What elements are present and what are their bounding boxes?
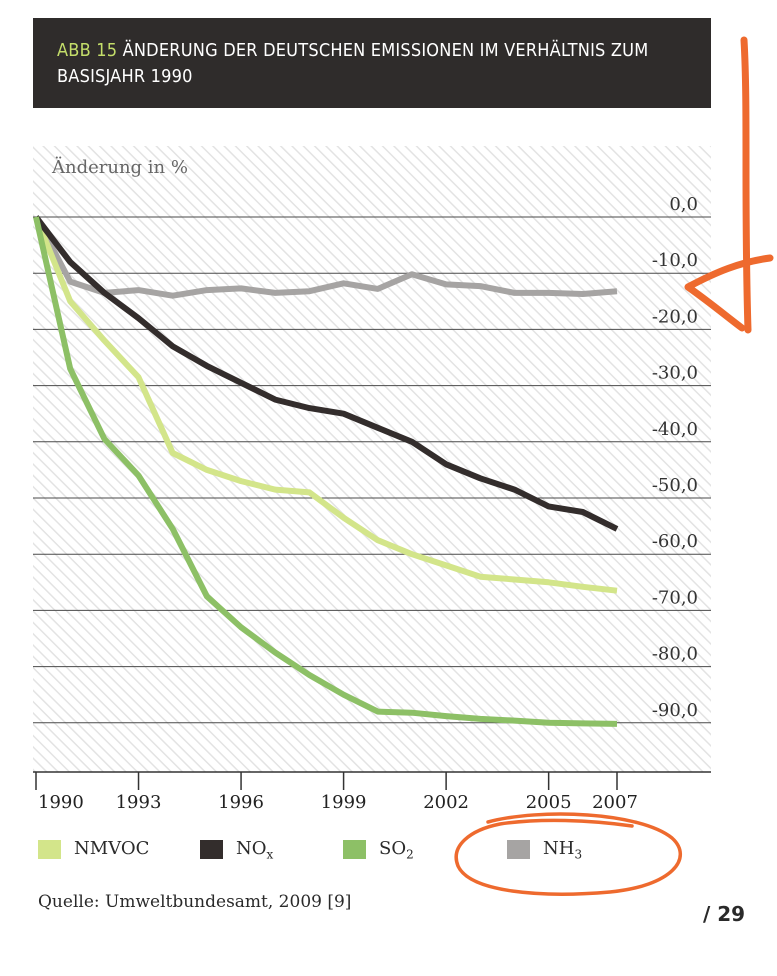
- y-tick-label: -60,0: [652, 531, 698, 552]
- legend-label: NMVOC: [74, 838, 150, 859]
- series-line-nmvoc: [33, 215, 618, 594]
- y-tick-label: -20,0: [652, 306, 698, 327]
- figure-title-line2: BASISJAHR 1990: [57, 66, 193, 87]
- legend-swatch: [200, 840, 223, 859]
- x-tick-label: 1990: [38, 792, 84, 813]
- series-line-nh3: [33, 215, 618, 299]
- figure-header: ABB 15 ÄNDERUNG DER DEUTSCHEN EMISSIONEN…: [33, 18, 711, 108]
- legend-label: NH3: [543, 838, 583, 862]
- page-number: / 29: [703, 902, 746, 926]
- x-tick-label: 2005: [526, 792, 572, 813]
- x-tick-label: 1999: [321, 792, 367, 813]
- x-tick-label: 2002: [423, 792, 469, 813]
- source-note: Quelle: Umweltbundesamt, 2009 [9]: [38, 892, 352, 912]
- figure-number: ABB 15: [57, 40, 118, 61]
- y-tick-label: -50,0: [652, 475, 698, 496]
- circle-annotation: [454, 812, 683, 896]
- y-tick-label: -90,0: [652, 700, 698, 721]
- y-tick-label: -70,0: [652, 587, 698, 608]
- plot-background: [33, 146, 711, 772]
- arrow-annotation: [684, 36, 774, 334]
- x-tick-label: 2007: [592, 792, 638, 813]
- series-line-so2: [33, 216, 618, 727]
- series-line-nox: [33, 215, 619, 532]
- y-tick-label: -40,0: [652, 419, 698, 440]
- figure-title: ÄNDERUNG DER DEUTSCHEN EMISSIONEN IM VER…: [122, 40, 649, 61]
- figure-title-line1: ABB 15 ÄNDERUNG DER DEUTSCHEN EMISSIONEN…: [57, 38, 691, 64]
- y-axis-label: Änderung in %: [51, 155, 188, 178]
- legend-label: NOx: [236, 838, 274, 862]
- legend-swatch: [507, 840, 530, 859]
- y-tick-label: -80,0: [652, 644, 698, 665]
- legend-label: SO2: [379, 838, 414, 862]
- x-tick-label: 1996: [218, 792, 264, 813]
- legend-swatch: [343, 840, 366, 859]
- y-tick-label: 0,0: [669, 194, 698, 215]
- legend-swatch: [38, 840, 61, 859]
- x-tick-label: 1993: [116, 792, 162, 813]
- y-tick-label: -30,0: [652, 363, 698, 384]
- y-tick-label: -10,0: [652, 250, 698, 271]
